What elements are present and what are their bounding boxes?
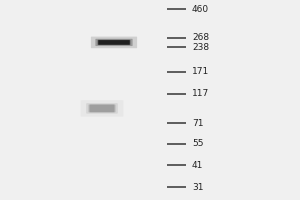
Text: 268: 268 bbox=[192, 33, 209, 43]
FancyBboxPatch shape bbox=[91, 37, 137, 48]
Text: 55: 55 bbox=[192, 140, 203, 148]
Text: 31: 31 bbox=[192, 182, 203, 192]
FancyBboxPatch shape bbox=[90, 105, 115, 112]
FancyBboxPatch shape bbox=[81, 100, 124, 117]
Text: 238: 238 bbox=[192, 43, 209, 51]
Text: 41: 41 bbox=[192, 160, 203, 170]
Text: 460: 460 bbox=[192, 4, 209, 14]
FancyBboxPatch shape bbox=[98, 40, 130, 45]
Text: 117: 117 bbox=[192, 90, 209, 98]
Text: 71: 71 bbox=[192, 118, 203, 128]
Text: 171: 171 bbox=[192, 68, 209, 76]
FancyBboxPatch shape bbox=[88, 104, 116, 112]
FancyBboxPatch shape bbox=[86, 103, 118, 114]
FancyBboxPatch shape bbox=[95, 39, 133, 46]
FancyBboxPatch shape bbox=[98, 40, 130, 45]
